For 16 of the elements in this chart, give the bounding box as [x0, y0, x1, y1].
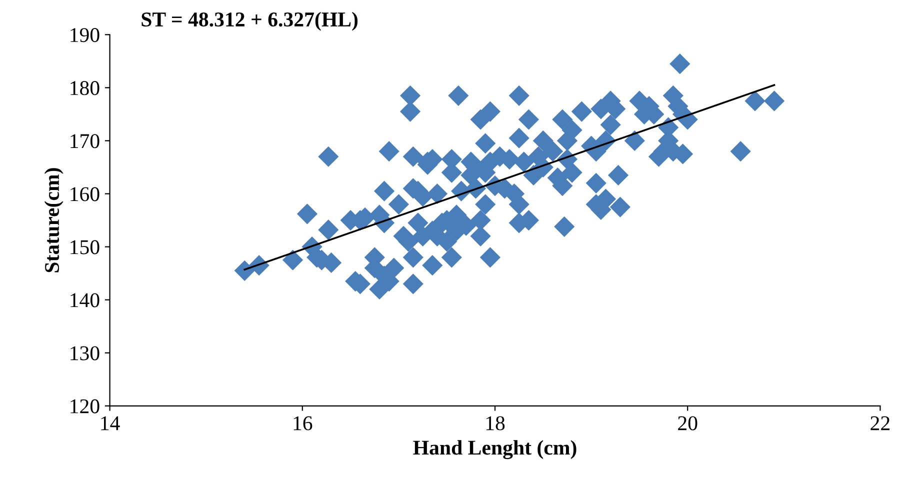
y-tick-label: 180 [70, 81, 100, 96]
x-tick-label: 18 [486, 416, 505, 430]
x-tick-label: 16 [294, 416, 312, 430]
y-tick-label: 120 [70, 399, 100, 414]
x-tick-label: 20 [678, 416, 698, 430]
y-tick-label: 150 [70, 240, 100, 254]
y-tick-label: 160 [70, 187, 100, 202]
x-tick-label: 22 [870, 416, 890, 430]
y-tick-label: 170 [70, 134, 100, 148]
y-tick-label: 140 [70, 293, 100, 308]
x-tick-label: 14 [101, 416, 120, 430]
chart-title: ST = 48.312 + 6.327(HL) [142, 12, 358, 31]
y-tick-label: 190 [70, 28, 100, 42]
y-tick-label: 130 [70, 346, 100, 360]
x-axis-title: Hand Lenght (cm) [413, 440, 576, 460]
y-axis-title: Stature(cm) [44, 168, 64, 272]
